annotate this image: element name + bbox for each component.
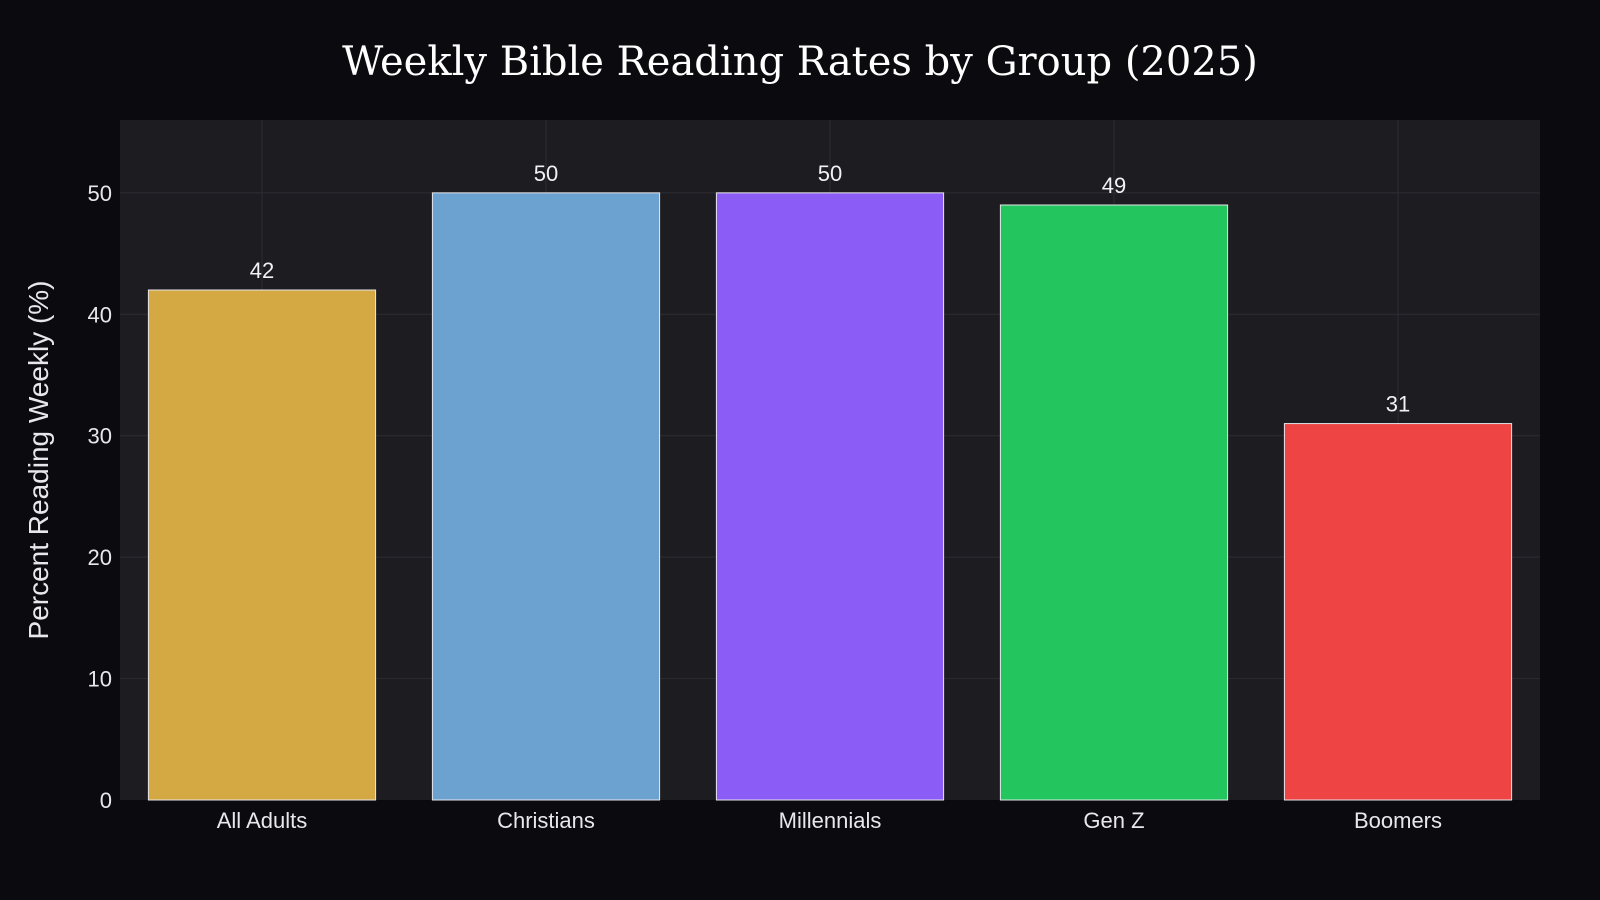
bar-boomers[interactable] bbox=[1283, 423, 1513, 801]
data-label: 31 bbox=[1386, 392, 1410, 417]
chart-title: Weekly Bible Reading Rates by Group (202… bbox=[342, 39, 1258, 85]
y-axis-label: Percent Reading Weekly (%) bbox=[23, 281, 54, 640]
y-tick-label: 30 bbox=[88, 424, 112, 449]
x-axis-ticks: All Adults Christians Millennials Gen Z Boom… bbox=[217, 808, 1442, 833]
y-tick-label: 50 bbox=[88, 181, 112, 206]
x-tick-label: Millennials bbox=[779, 808, 882, 833]
data-label: 50 bbox=[534, 161, 558, 186]
data-label: 42 bbox=[250, 258, 274, 283]
bar-millennials[interactable] bbox=[715, 192, 945, 801]
x-tick-label: All Adults bbox=[217, 808, 308, 833]
y-tick-label: 10 bbox=[88, 667, 112, 692]
x-tick-label: Boomers bbox=[1354, 808, 1442, 833]
bar-gen-z[interactable] bbox=[999, 204, 1229, 801]
x-tick-label: Gen Z bbox=[1083, 808, 1144, 833]
data-label: 50 bbox=[818, 161, 842, 186]
bar-all-adults[interactable] bbox=[147, 289, 377, 801]
bars-layer bbox=[147, 192, 1513, 801]
y-tick-label: 20 bbox=[88, 545, 112, 570]
y-axis-ticks: 0 10 20 30 40 50 bbox=[88, 181, 112, 813]
bar-christians[interactable] bbox=[431, 192, 661, 801]
y-tick-label: 0 bbox=[100, 788, 112, 813]
y-tick-label: 40 bbox=[88, 302, 112, 327]
x-tick-label: Christians bbox=[497, 808, 595, 833]
data-label: 49 bbox=[1102, 173, 1126, 198]
data-labels-layer: 42 50 50 49 31 bbox=[250, 161, 1410, 417]
